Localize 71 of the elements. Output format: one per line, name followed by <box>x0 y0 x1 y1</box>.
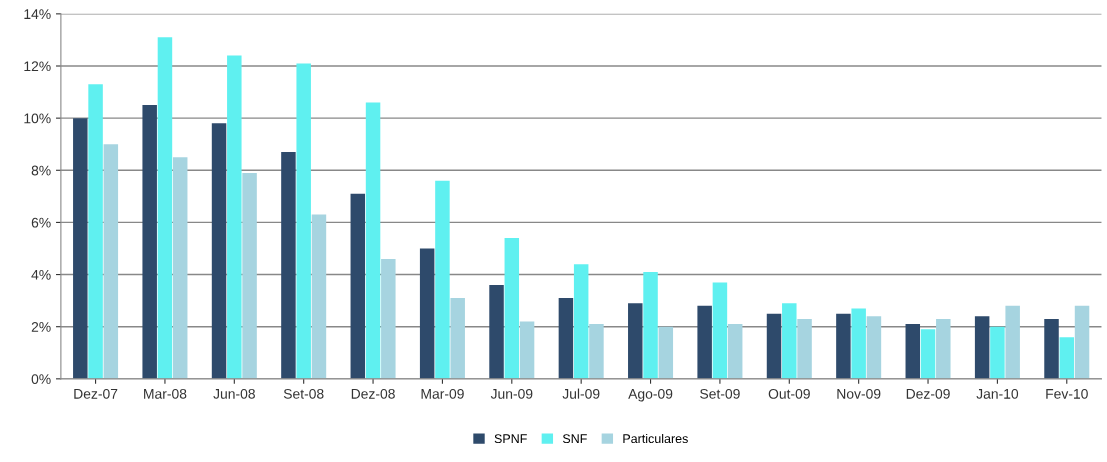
bar <box>836 313 851 379</box>
y-tick-label: 14% <box>24 9 51 19</box>
bar <box>905 324 921 379</box>
bar <box>643 271 658 379</box>
x-tick-label: Jul-09 <box>562 388 600 399</box>
y-tick-label: 6% <box>31 217 51 228</box>
bar <box>1044 318 1059 379</box>
bar <box>157 37 173 379</box>
y-tick-label: 10% <box>24 113 51 124</box>
bar <box>712 282 728 379</box>
bar <box>766 313 782 379</box>
bar <box>1074 305 1090 379</box>
bar <box>519 321 535 379</box>
bar <box>172 157 188 379</box>
bar <box>851 308 866 379</box>
bar <box>211 123 227 379</box>
x-tick-label: Dez-09 <box>906 388 950 399</box>
bar <box>227 55 242 379</box>
bar <box>1005 305 1020 379</box>
bar <box>573 264 589 379</box>
x-tick-label: Mar-08 <box>144 388 187 399</box>
legend-label: SPNF <box>494 434 527 444</box>
x-tick-label: Ago-09 <box>628 388 673 402</box>
bar <box>936 318 951 379</box>
x-tick-label: Out-09 <box>768 388 810 399</box>
x-tick-label: Dez-08 <box>351 388 395 399</box>
bar <box>697 305 712 379</box>
bar <box>797 318 812 379</box>
x-tick-label: Jun-09 <box>490 388 533 399</box>
bar <box>628 303 643 379</box>
bar <box>281 152 296 379</box>
x-tick-label: Mar-09 <box>421 388 464 399</box>
bar <box>365 102 381 379</box>
y-tick-label: 8% <box>31 165 51 176</box>
bar <box>350 193 366 379</box>
bar <box>103 144 119 379</box>
bar <box>782 303 797 379</box>
y-tick-label: 2% <box>31 322 51 332</box>
bar <box>504 238 520 379</box>
x-tick-label: Dez-07 <box>74 388 118 399</box>
bar <box>242 172 257 379</box>
bar <box>88 84 103 379</box>
bar <box>489 284 504 379</box>
bar <box>727 324 743 379</box>
bar <box>381 258 396 379</box>
x-tick-label: Nov-09 <box>837 388 881 399</box>
bar <box>296 63 311 379</box>
bar <box>435 180 450 379</box>
bar <box>658 326 674 379</box>
bar <box>589 324 604 379</box>
bar <box>990 326 1005 379</box>
x-tick-label: Fev-10 <box>1046 388 1088 399</box>
bar <box>73 118 88 379</box>
x-tick-label: Jan-10 <box>976 388 1019 399</box>
x-tick-label: Jun-08 <box>213 388 255 399</box>
y-tick-label: 12% <box>24 61 51 72</box>
bar <box>142 105 157 379</box>
x-tick-label: Set-08 <box>283 388 324 399</box>
legend-label: Particulares <box>623 433 688 444</box>
bar <box>450 298 465 379</box>
bar <box>920 329 936 379</box>
bar <box>974 316 990 379</box>
bar <box>419 248 435 379</box>
y-tick-label: 0% <box>31 374 51 385</box>
x-tick-label: Set-09 <box>700 388 740 399</box>
bar <box>866 316 882 379</box>
bar <box>311 214 327 379</box>
bar <box>558 298 574 379</box>
y-tick-label: 4% <box>31 269 51 280</box>
bar <box>1059 337 1075 379</box>
legend-label: SNF <box>562 434 587 444</box>
